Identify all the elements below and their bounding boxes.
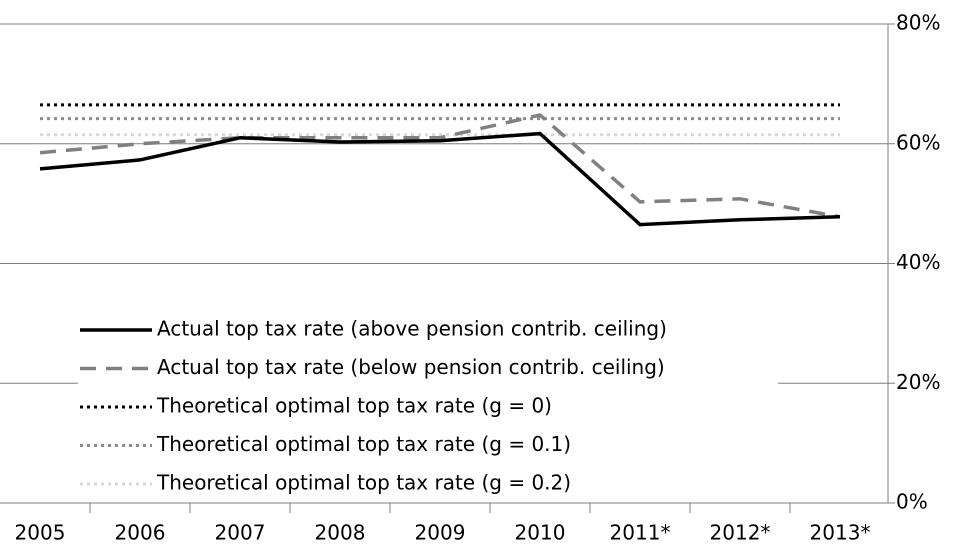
legend-label: Theoretical optimal top tax rate (g = 0) [156,394,552,418]
legend-bg [78,467,778,501]
legend-bg [78,351,778,386]
y-tick-label: 80% [896,11,940,35]
x-tick-label: 2012* [710,521,771,545]
x-tick-label: 2010 [515,521,566,545]
y-tick-label: 0% [896,490,928,514]
x-tick-label: 2008 [315,521,366,545]
legend-label: Actual top tax rate (above pension contr… [157,317,667,341]
legend-bg [78,390,778,424]
legend-label: Actual top tax rate (below pension contr… [157,355,665,379]
x-tick-label: 2006 [115,521,166,545]
y-tick-label: 20% [896,370,940,394]
series-line [39,113,841,219]
x-tick-label: 2011* [610,521,671,545]
y-tick-label: 60% [896,130,940,154]
legend-label: Theoretical optimal top tax rate (g = 0.… [156,432,571,456]
y-tick-label: 40% [896,250,940,274]
x-tick-label: 2013* [810,521,871,545]
series-line [39,131,841,227]
x-tick-label: 2005 [15,521,66,545]
legend-bg [78,313,778,347]
x-tick-label: 2009 [415,521,466,545]
legend-label: Theoretical optimal top tax rate (g = 0.… [156,471,571,495]
x-tick-label: 2007 [215,521,266,545]
legend-bg [78,428,778,463]
